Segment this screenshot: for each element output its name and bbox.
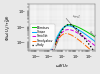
Smol'dt xyxy=(77,33,78,34)
Line: Smol'dt: Smol'dt xyxy=(23,30,95,74)
Line: Chase: Chase xyxy=(23,26,95,74)
Hody xyxy=(77,30,78,31)
Line: Efimtsov: Efimtsov xyxy=(23,25,95,74)
Efimtsov xyxy=(85,30,86,31)
Efimtsov xyxy=(69,24,70,25)
Smolyakov xyxy=(77,39,78,40)
Hody xyxy=(68,24,70,25)
Y-axis label: $\Phi(\omega)U_e/(\tau_w^2\delta)$: $\Phi(\omega)U_e/(\tau_w^2\delta)$ xyxy=(4,14,14,41)
Text: $\omega^2$: $\omega^2$ xyxy=(37,28,48,39)
Chase xyxy=(64,26,65,27)
Efimtsov xyxy=(64,26,65,27)
Text: $\omega^{-5}$: $\omega^{-5}$ xyxy=(85,28,98,40)
Text: $\omega^{-1}$: $\omega^{-1}$ xyxy=(70,12,82,24)
Smol'dt xyxy=(68,29,70,30)
Smolyakov xyxy=(66,33,67,34)
Smol'dt xyxy=(64,30,65,31)
Hody xyxy=(66,25,67,26)
Smol'dt xyxy=(85,38,86,39)
Smolyakov xyxy=(95,54,96,55)
Smolyakov xyxy=(64,33,65,34)
Hody xyxy=(95,52,96,53)
Legend: Efimtsov, Chase, Smol'dt, Smolyakov, Hody: Efimtsov, Chase, Smol'dt, Smolyakov, Hod… xyxy=(30,24,55,49)
Chase xyxy=(68,25,70,26)
X-axis label: $\omega\delta/U_e$: $\omega\delta/U_e$ xyxy=(55,62,69,70)
Chase xyxy=(85,34,86,35)
Chase xyxy=(77,29,78,30)
Chase xyxy=(95,41,96,42)
Chase xyxy=(68,25,69,26)
Line: Smolyakov: Smolyakov xyxy=(23,33,95,74)
Efimtsov xyxy=(68,24,70,25)
Smol'dt xyxy=(68,29,69,30)
Hody xyxy=(64,26,65,27)
Chase xyxy=(66,25,67,26)
Hody xyxy=(68,24,70,25)
Smolyakov xyxy=(85,45,86,46)
Line: Hody: Hody xyxy=(23,25,95,74)
Smolyakov xyxy=(65,33,67,34)
Smol'dt xyxy=(66,29,67,30)
Efimtsov xyxy=(95,37,96,38)
Efimtsov xyxy=(66,25,67,26)
Hody xyxy=(85,39,86,40)
